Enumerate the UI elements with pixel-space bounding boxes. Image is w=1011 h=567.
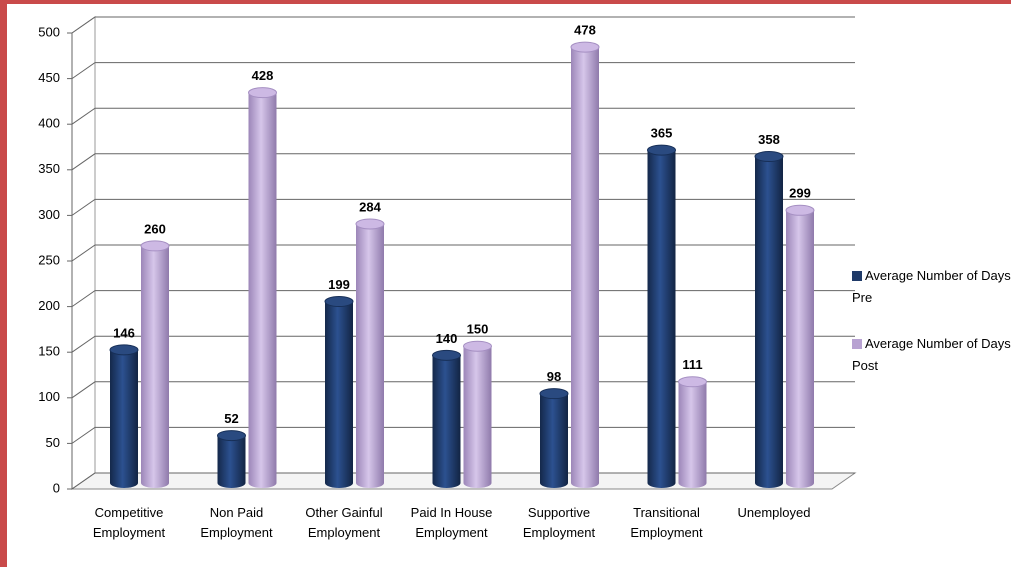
bar-body <box>755 156 783 488</box>
bar-body <box>647 150 676 488</box>
bar <box>539 388 569 488</box>
bar-body <box>325 301 353 488</box>
bar <box>140 240 170 488</box>
x-tick-label: Transitional Employment <box>630 505 703 540</box>
frame-left <box>0 0 7 567</box>
bar <box>217 430 246 488</box>
x-tick-label: Paid In House Employment <box>410 505 493 540</box>
bar-body <box>463 346 492 488</box>
bar <box>463 340 492 488</box>
grid-line <box>71 16 855 34</box>
grid-line <box>71 472 855 490</box>
bar-top <box>539 388 569 400</box>
y-tick-label: 450 <box>38 70 60 85</box>
value-label: 140 <box>436 331 458 346</box>
x-tick-label: Unemployed <box>737 505 811 520</box>
bar <box>432 349 461 488</box>
y-tick-label: 200 <box>38 298 60 313</box>
x-tick-label: Supportive Employment <box>522 505 596 540</box>
bar-top <box>463 340 492 352</box>
value-label: 199 <box>328 277 350 292</box>
grid-line <box>71 426 855 444</box>
grid-line <box>71 335 855 353</box>
value-label: 111 <box>682 357 702 372</box>
bar-top <box>432 349 461 361</box>
grid-line <box>71 62 855 80</box>
bar <box>248 87 277 488</box>
y-tick-label: 100 <box>38 389 60 404</box>
x-tick-label: Other Gainful Employment <box>305 505 383 540</box>
bar-body <box>110 349 138 488</box>
bar-top <box>217 430 246 442</box>
value-label: 260 <box>144 221 166 236</box>
bar <box>355 218 385 488</box>
legend-entry: Average Number of Days Post <box>852 333 1011 377</box>
bar-body <box>356 223 384 488</box>
legend-swatch <box>852 339 862 349</box>
bar-body <box>432 355 461 488</box>
y-tick-label: 500 <box>38 24 60 39</box>
y-tick-label: 0 <box>53 480 60 495</box>
bar-body <box>141 245 169 488</box>
bar-top <box>324 296 354 308</box>
bar-top <box>647 144 676 156</box>
bar-top <box>248 87 277 99</box>
bar-top <box>570 41 600 53</box>
value-label: 52 <box>224 411 238 426</box>
legend-label: Average Number of Days Post <box>852 336 1011 373</box>
bar <box>754 151 784 488</box>
legend-swatch <box>852 271 862 281</box>
bar-body <box>571 47 599 489</box>
value-label: 299 <box>789 186 811 201</box>
grid-line <box>71 153 855 171</box>
value-label: 284 <box>359 199 381 214</box>
y-tick-label: 150 <box>38 344 60 359</box>
bar <box>324 296 354 488</box>
bar-body <box>248 92 277 488</box>
value-label: 98 <box>547 369 561 384</box>
x-tick-label: Competitive Employment <box>92 505 166 540</box>
bar-top <box>140 240 170 252</box>
bar <box>678 376 707 488</box>
grid-line <box>71 198 855 216</box>
y-tick-label: 350 <box>38 161 60 176</box>
y-tick-label: 250 <box>38 252 60 267</box>
frame-top <box>0 0 1011 4</box>
bar-top <box>678 376 707 388</box>
bar <box>785 204 815 488</box>
value-label: 358 <box>758 132 780 147</box>
bar-top <box>754 151 784 163</box>
legend-entry: Average Number of Days Pre <box>852 265 1011 309</box>
value-label: 478 <box>574 23 596 38</box>
bar-body <box>540 393 568 488</box>
bar-top <box>355 218 385 230</box>
bar <box>647 144 676 488</box>
bar <box>570 41 600 489</box>
value-label: 150 <box>467 322 489 337</box>
bar-body <box>786 210 814 488</box>
y-tick-label: 50 <box>46 435 60 450</box>
y-tick-label: 400 <box>38 116 60 131</box>
bar-body <box>678 381 707 488</box>
bar-top <box>785 204 815 216</box>
grid-line <box>71 107 855 125</box>
value-label: 365 <box>651 126 673 141</box>
value-label: 146 <box>113 325 135 340</box>
bar <box>109 344 139 488</box>
grid-line <box>71 381 855 399</box>
grid-line <box>71 290 855 308</box>
x-tick-label: Non Paid Employment <box>200 505 273 540</box>
bar-top <box>109 344 139 356</box>
y-tick-label: 300 <box>38 207 60 222</box>
grid-line <box>71 244 855 262</box>
bar-body <box>217 435 246 488</box>
legend-label: Average Number of Days Pre <box>852 268 1011 305</box>
value-label: 428 <box>252 68 274 83</box>
